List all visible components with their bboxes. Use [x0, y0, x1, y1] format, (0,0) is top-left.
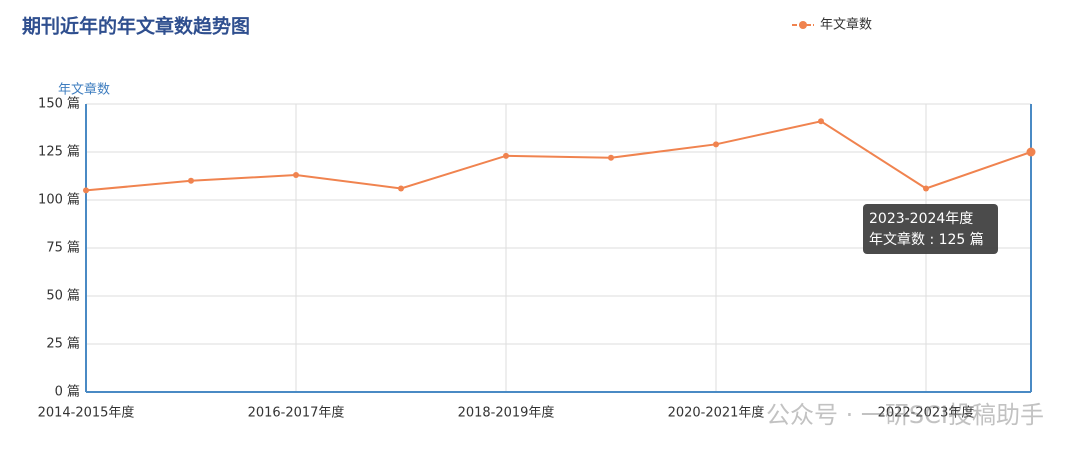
data-line	[85, 120, 1032, 192]
x-tick-label: 2020-2021年度	[668, 405, 765, 421]
tooltip-label: 年文章数 : 125 篇	[869, 231, 984, 248]
x-tick-label: 2018-2019年度	[458, 405, 555, 421]
data-point	[1026, 147, 1036, 157]
data-point	[398, 185, 404, 192]
y-tick-label: 100 篇	[38, 193, 80, 208]
y-tick-label: 50 篇	[46, 289, 80, 304]
data-point	[83, 187, 89, 194]
y-tick-label: 125 篇	[38, 145, 80, 160]
y-tick-label: 0 篇	[55, 385, 80, 400]
data-point	[818, 118, 824, 125]
tooltip-title: 2023-2024年度	[869, 211, 973, 227]
x-tick-label: 2014-2015年度	[38, 405, 135, 421]
data-point	[923, 185, 929, 192]
data-point	[293, 172, 299, 179]
data-point	[713, 141, 719, 148]
data-point	[608, 154, 614, 161]
data-point	[503, 152, 509, 159]
tooltip-box	[863, 204, 998, 254]
watermark: 公众号 · 一研SCI投稿助手	[766, 401, 1044, 429]
x-tick-label: 2022-2023年度	[878, 405, 975, 421]
legend-marker	[799, 21, 807, 29]
y-tick-label: 150 篇	[38, 97, 80, 112]
legend-label: 年文章数	[820, 17, 872, 33]
x-tick-label: 2016-2017年度	[248, 405, 345, 421]
data-point	[188, 177, 194, 184]
chart-title: 期刊近年的年文章数趋势图	[22, 15, 250, 38]
y-tick-label: 75 篇	[46, 241, 80, 256]
y-tick-label: 25 篇	[46, 337, 80, 352]
y-axis-label: 年文章数	[58, 82, 110, 98]
